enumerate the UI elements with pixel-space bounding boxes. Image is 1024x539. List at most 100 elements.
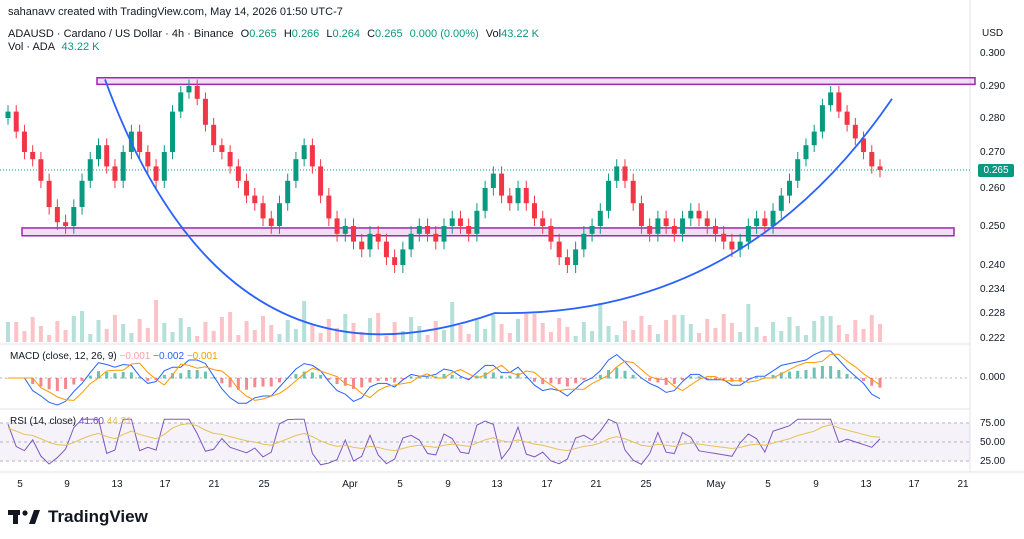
candle-body — [211, 124, 217, 146]
volume-bar — [335, 328, 340, 342]
candle-body — [803, 145, 809, 160]
macd-histogram-bar — [779, 372, 783, 379]
candle-body — [71, 207, 77, 226]
macd-histogram-bar — [631, 374, 635, 379]
candle-body — [318, 166, 324, 196]
macd-histogram-bar — [129, 372, 133, 379]
volume-bar — [442, 330, 446, 342]
macd-histogram-bar — [557, 378, 561, 385]
resistance-zone — [96, 77, 976, 86]
macd-histogram-bar — [393, 378, 397, 383]
volume-bar — [705, 319, 710, 342]
macd-histogram-bar — [72, 378, 76, 385]
macd-histogram-bar — [656, 378, 660, 383]
volume-bar — [359, 332, 364, 342]
volume-bar — [228, 312, 233, 342]
candle-body — [556, 241, 562, 258]
candle-body — [161, 152, 167, 181]
macd-histogram-bar — [236, 378, 240, 390]
macd-legend[interactable]: MACD (close, 12, 26, 9) −0.001 −0.002 −0… — [10, 351, 218, 362]
volume-legend[interactable]: Vol · ADA 43.22 K — [8, 41, 99, 53]
volume-bar — [557, 318, 562, 342]
volume-bar — [869, 315, 874, 342]
macd-histogram-bar — [820, 366, 824, 379]
volume-bar — [80, 311, 85, 342]
macd-histogram-bar — [450, 374, 454, 379]
macd-histogram-bar — [179, 373, 183, 379]
volume-bar — [417, 326, 422, 342]
price-tick-label: 0.280 — [980, 113, 1005, 124]
candle-body — [326, 195, 332, 219]
rsi-legend[interactable]: RSI (14, close) 41.60 44.31 — [10, 416, 132, 427]
candle-body — [268, 218, 274, 226]
candle-body — [581, 233, 587, 250]
volume-bar — [647, 325, 652, 342]
macd-signal-value: −0.001 — [186, 351, 218, 362]
candle-body — [21, 131, 27, 152]
currency-label[interactable]: USD — [982, 28, 1004, 39]
candle-body — [46, 180, 52, 207]
macd-histogram-bar — [804, 370, 808, 379]
volume-bar — [581, 322, 586, 342]
candle-body — [688, 210, 694, 219]
candle-body — [400, 249, 406, 265]
candle-body — [63, 222, 69, 226]
time-tick-label: 17 — [541, 479, 553, 490]
volume-bar — [878, 324, 882, 342]
candle-body — [219, 145, 225, 152]
macd-histogram-bar — [138, 377, 142, 379]
candle-body — [457, 218, 463, 226]
volume-bar — [285, 320, 290, 342]
macd-line-value: −0.002 — [153, 351, 185, 362]
candle-body — [531, 203, 537, 219]
time-tick-label: 9 — [445, 479, 451, 490]
candle-body — [104, 145, 110, 167]
macd-histogram-bar — [574, 378, 578, 384]
candle-body — [54, 207, 60, 223]
time-tick-label: 9 — [813, 479, 819, 490]
macd-histogram-bar — [368, 378, 372, 383]
time-tick-label: 21 — [590, 479, 602, 490]
candle-body — [367, 233, 373, 250]
volume-bar — [795, 326, 800, 342]
low-value: 0.264 — [332, 28, 361, 40]
tradingview-footer[interactable]: TradingView — [8, 507, 148, 527]
candle-body — [449, 218, 455, 226]
macd-histogram-bar — [623, 370, 627, 379]
candle-body — [5, 111, 11, 118]
volume-bar — [697, 333, 702, 342]
volume-bar — [112, 315, 117, 342]
candle-body — [202, 98, 208, 125]
cup-curve — [104, 79, 893, 336]
macd-histogram-bar — [162, 374, 166, 379]
volume-bar — [203, 322, 208, 342]
macd-histogram-bar — [39, 378, 43, 387]
macd-histogram-bar — [607, 370, 611, 379]
candle-body — [737, 241, 743, 250]
candle-body — [79, 180, 85, 207]
price-tick-label: 0.222 — [980, 333, 1005, 344]
low-label: L — [326, 28, 333, 40]
price-tick-label: 0.260 — [980, 183, 1005, 194]
macd-histogram-bar — [796, 370, 800, 379]
volume-bar — [655, 334, 660, 342]
macd-histogram-bar — [500, 375, 504, 379]
price-tick-label: 0.234 — [980, 284, 1005, 295]
volume-bar — [367, 318, 372, 342]
candle-body — [811, 131, 817, 146]
symbol-title[interactable]: ADAUSD · Cardano / US Dollar · 4h · Bina… — [8, 28, 234, 40]
volume-bar — [425, 335, 430, 342]
time-tick-label: 17 — [908, 479, 920, 490]
macd-histogram-bar — [277, 378, 281, 383]
volume-bar — [812, 321, 817, 342]
candle-body — [754, 218, 760, 226]
time-tick-label: 9 — [64, 479, 70, 490]
macd-histogram-bar — [187, 370, 191, 379]
candle-body — [638, 203, 644, 226]
candle-body — [671, 226, 677, 234]
symbol-legend[interactable]: ADAUSD · Cardano / US Dollar · 4h · Bina… — [8, 28, 539, 40]
macd-histogram-bar — [738, 378, 742, 382]
time-tick-label: 17 — [159, 479, 171, 490]
high-label: H — [283, 28, 292, 40]
